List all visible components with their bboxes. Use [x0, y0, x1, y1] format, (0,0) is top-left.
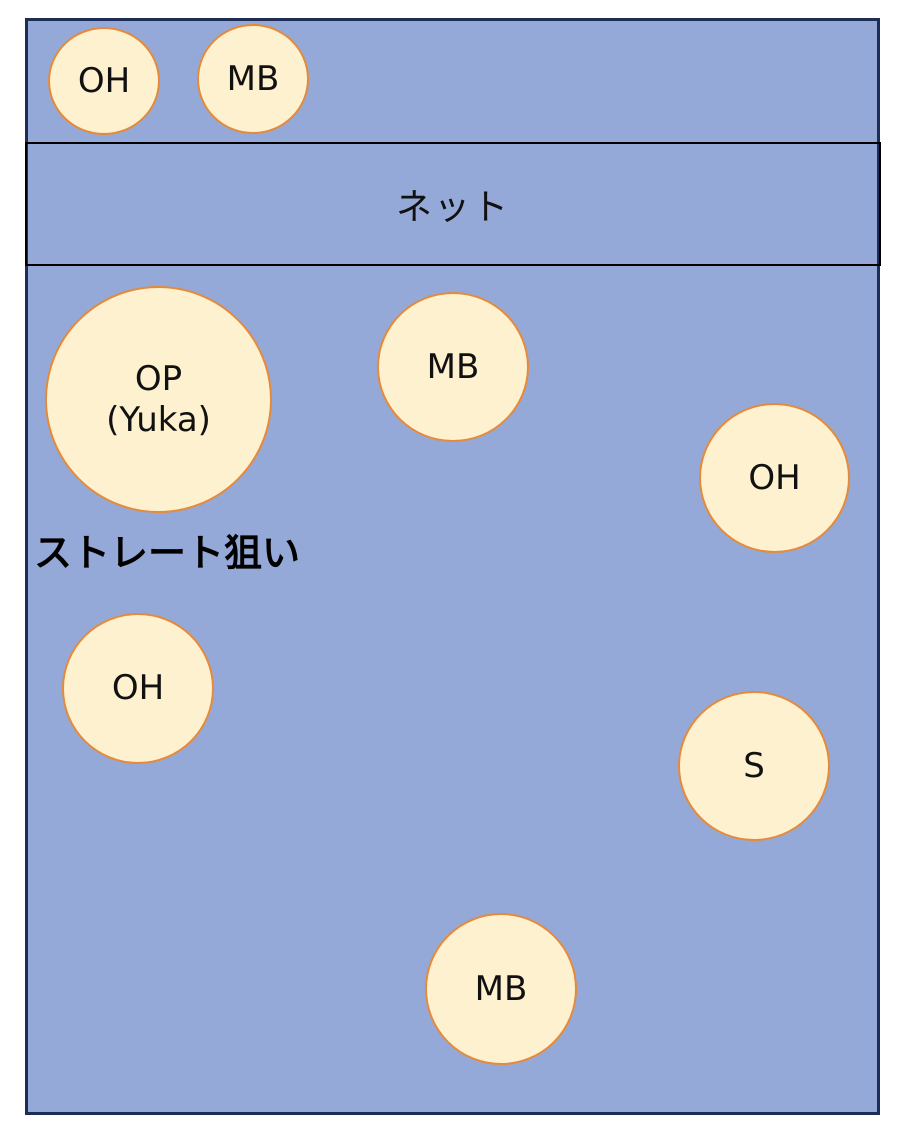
player-label: OH: [111, 668, 165, 709]
player-setter: S: [678, 691, 830, 841]
player-mb-front: MB: [377, 292, 529, 442]
player-label: OH: [77, 60, 131, 101]
player-label: MB: [426, 346, 480, 387]
player-oh-right: OH: [699, 403, 850, 553]
net-label: ネット: [395, 187, 510, 228]
player-op-yuka: OP (Yuka): [45, 286, 272, 513]
player-opponent-mb: MB: [197, 24, 309, 134]
player-label: MB: [226, 58, 280, 99]
player-opponent-oh: OH: [48, 27, 160, 135]
player-label-group: OP (Yuka): [106, 359, 211, 441]
player-mb-back: MB: [425, 913, 577, 1065]
player-label: MB: [474, 968, 528, 1009]
player-label: OH: [748, 457, 801, 498]
player-label: S: [743, 745, 765, 786]
player-sublabel: (Yuka): [106, 399, 211, 440]
strategy-label: ストレート狙い: [34, 531, 301, 575]
player-oh-left: OH: [62, 613, 214, 764]
net-zone: ネット: [25, 142, 881, 266]
player-label: OP: [134, 358, 183, 399]
